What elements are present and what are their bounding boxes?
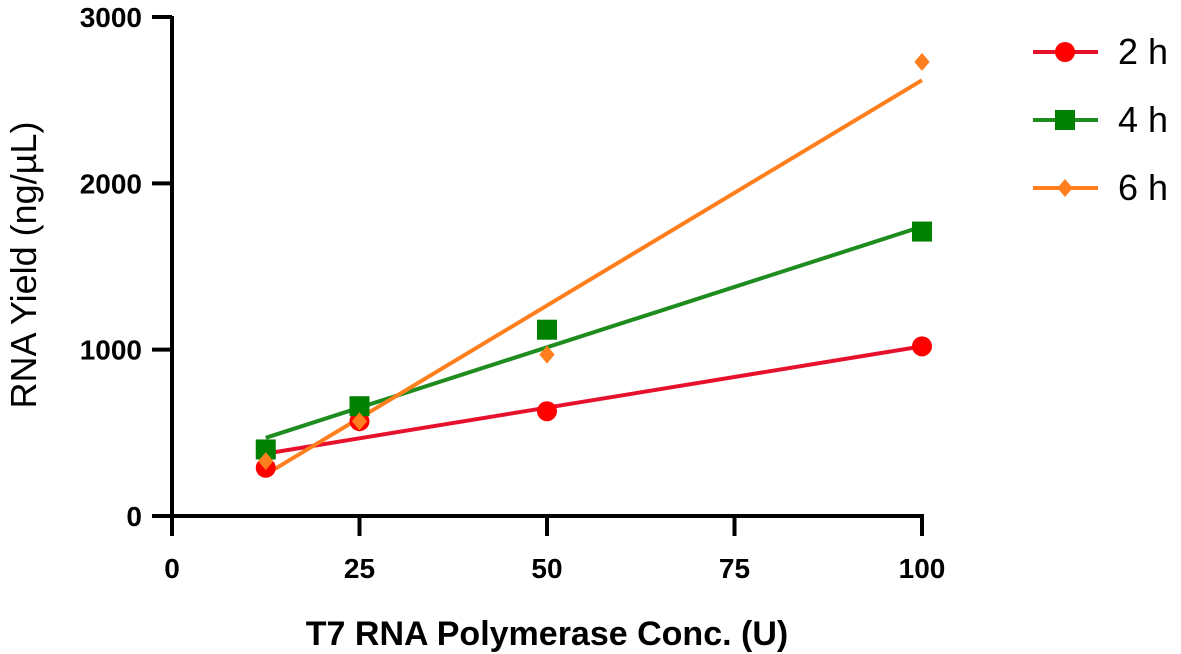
axes bbox=[170, 16, 924, 518]
legend: 2 h 4 h 6 h bbox=[1033, 31, 1168, 208]
x-tick-label: 0 bbox=[164, 553, 180, 584]
y-axis-title: RNA Yield (ng/µL) bbox=[3, 122, 44, 409]
legend-marker-4h bbox=[1055, 110, 1075, 130]
legend-marker-2h bbox=[1055, 42, 1075, 62]
y-tick-label: 2000 bbox=[80, 168, 142, 199]
fit-lines bbox=[264, 78, 924, 477]
legend-marker-6h bbox=[1057, 179, 1073, 197]
data-point-4h bbox=[349, 396, 370, 417]
data-point-6h bbox=[914, 52, 930, 71]
y-tick-label: 3000 bbox=[80, 2, 142, 33]
x-tick-label: 100 bbox=[899, 553, 946, 584]
data-point-2h bbox=[912, 336, 932, 357]
legend-label-4h: 4 h bbox=[1118, 99, 1168, 140]
x-tick-label: 50 bbox=[531, 553, 562, 584]
data-point-6h bbox=[258, 452, 274, 471]
fit-line-6h bbox=[264, 78, 924, 477]
data-point-6h bbox=[351, 412, 368, 431]
fit-line-2h bbox=[265, 344, 923, 456]
x-tick-label: 75 bbox=[719, 553, 750, 584]
data-point-4h bbox=[255, 439, 276, 460]
legend-label-2h: 2 h bbox=[1118, 31, 1168, 72]
data-point-4h bbox=[537, 319, 557, 340]
x-axis-title: T7 RNA Polymerase Conc. (U) bbox=[306, 615, 788, 653]
data-point-2h bbox=[537, 401, 557, 422]
markers bbox=[255, 52, 932, 478]
data-point-6h bbox=[539, 345, 555, 364]
data-point-4h bbox=[912, 221, 932, 242]
fit-line-4h bbox=[265, 224, 923, 440]
legend-label-6h: 6 h bbox=[1118, 167, 1168, 208]
y-tick-label: 0 bbox=[126, 501, 142, 532]
x-tick-label: 25 bbox=[344, 553, 375, 584]
y-tick-label: 1000 bbox=[80, 335, 142, 366]
